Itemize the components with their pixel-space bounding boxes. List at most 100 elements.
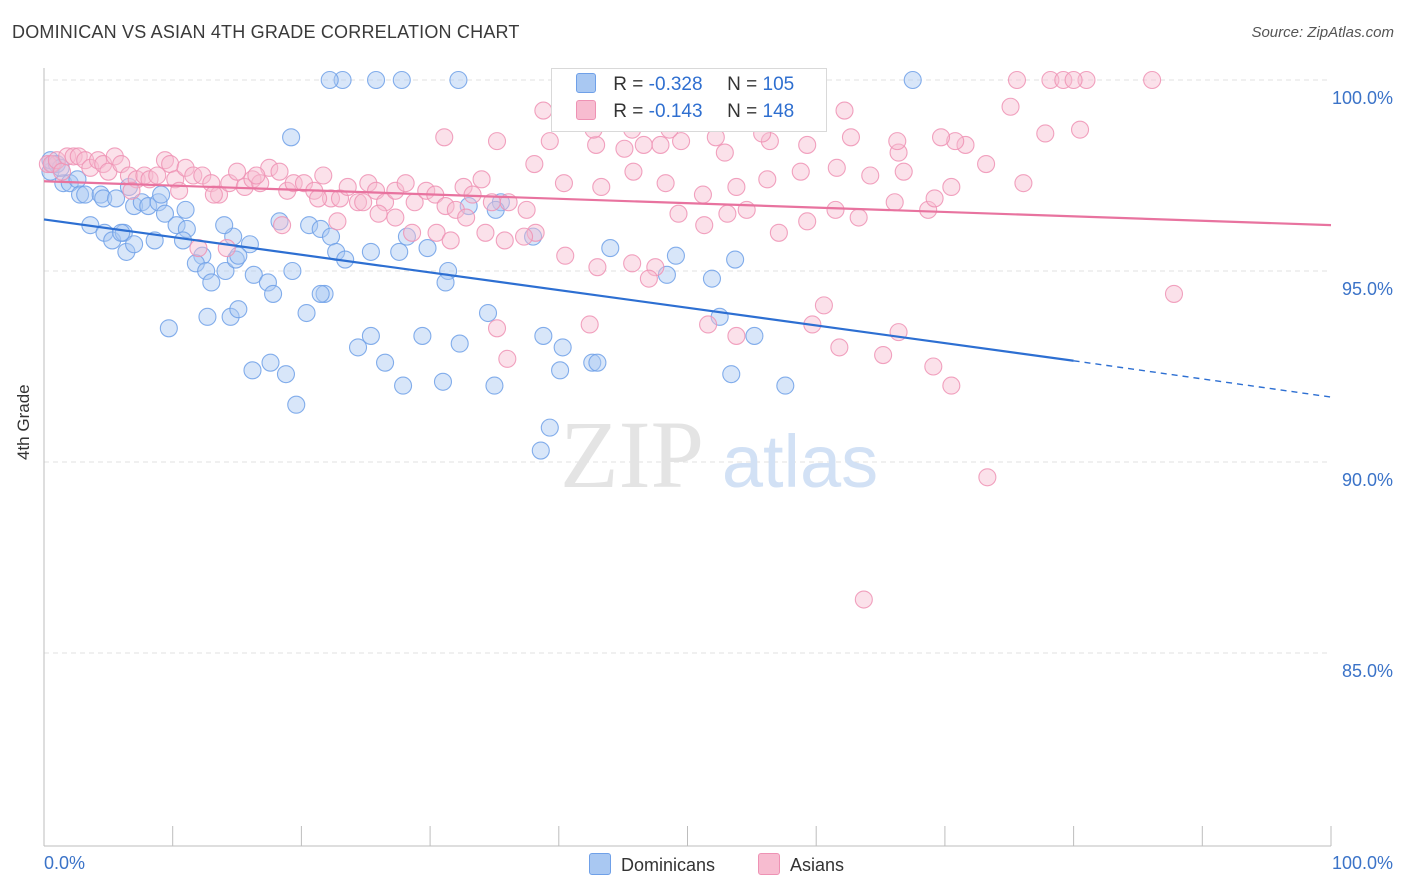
dominican-point — [264, 284, 283, 303]
asian-point — [942, 177, 961, 197]
dominican-point — [776, 376, 795, 395]
dominican-point — [551, 361, 570, 380]
dominican-point — [261, 353, 280, 372]
asian-point — [727, 177, 746, 197]
bottom-legend-label: Dominicans — [621, 855, 716, 875]
dominican-point — [390, 242, 409, 261]
asian-point — [889, 143, 908, 162]
asian-point — [826, 200, 845, 219]
asian-point — [176, 158, 195, 177]
dominican-point — [702, 269, 722, 288]
axes — [43, 68, 1332, 847]
asians-trend-line — [43, 180, 1332, 227]
dominican-point — [300, 216, 319, 235]
legend-swatch-blue — [576, 73, 596, 93]
asian-point — [209, 185, 229, 204]
asian-point — [228, 162, 247, 181]
dominican-point — [221, 307, 240, 326]
dominican-point — [315, 284, 334, 303]
dominican-point — [94, 189, 113, 208]
dominican-point — [167, 216, 186, 235]
asian-point — [495, 231, 514, 250]
dominican-point — [159, 319, 178, 338]
asian-point — [814, 296, 833, 315]
dominican-point — [244, 265, 263, 284]
asian-point — [588, 258, 607, 277]
asian-point — [924, 357, 943, 376]
dominican-point — [186, 254, 205, 273]
dominican-point — [745, 326, 764, 345]
dominican-point — [413, 326, 432, 345]
asian-point — [64, 147, 83, 166]
asian-point — [348, 193, 368, 212]
dominican-point — [361, 326, 380, 345]
chart-title: DOMINICAN VS ASIAN 4TH GRADE CORRELATION… — [12, 22, 520, 42]
asian-point — [718, 204, 737, 223]
dominican-point — [540, 418, 559, 437]
asian-point — [634, 135, 653, 154]
asian-point — [554, 174, 573, 193]
dominican-point — [173, 231, 193, 250]
asian-point — [699, 315, 718, 334]
asian-point — [894, 162, 913, 181]
asian-point — [396, 174, 415, 193]
legend-r-label: R = — [613, 74, 644, 95]
asian-point — [309, 189, 328, 208]
dominican-point — [198, 307, 217, 326]
dominican-point — [583, 353, 602, 372]
asian-point — [1001, 97, 1020, 116]
asian-point — [386, 181, 405, 200]
dominican-point — [139, 197, 158, 216]
asians-points — [38, 70, 1184, 609]
asian-point — [874, 345, 893, 365]
asian-point — [639, 269, 658, 288]
dominican-point — [297, 303, 316, 323]
dominican-point — [436, 273, 455, 292]
dominican-point — [531, 441, 550, 460]
dominican-point — [202, 273, 221, 292]
asian-point — [942, 376, 961, 395]
y-tick-label: 90.0% — [1342, 470, 1393, 490]
asian-point — [791, 162, 810, 181]
asian-point — [1077, 70, 1096, 90]
asian-point — [435, 128, 454, 147]
asian-point — [217, 239, 236, 258]
bottom-swatch-blue — [589, 853, 611, 875]
asian-point — [441, 231, 460, 250]
dominican-point — [321, 227, 341, 246]
asian-point — [556, 246, 575, 265]
asian-point — [849, 208, 868, 227]
dominican-point — [534, 326, 553, 345]
dominicans-trend-line — [43, 218, 1074, 362]
dominican-point — [229, 300, 248, 319]
dominican-point — [376, 353, 395, 372]
asian-point — [580, 315, 599, 334]
legend-r-value: -0.328 — [648, 74, 703, 95]
dominican-point — [722, 365, 741, 384]
asian-point — [498, 349, 517, 368]
dominican-point — [311, 284, 330, 303]
dominican-point — [666, 246, 685, 265]
asian-point — [122, 181, 141, 200]
dominican-point — [450, 334, 469, 353]
asian-point — [1036, 124, 1055, 143]
dominicans-points — [41, 70, 922, 460]
dominican-point — [553, 338, 572, 357]
asian-point — [587, 135, 606, 154]
dominican-point — [276, 365, 296, 384]
dominican-point — [70, 185, 90, 204]
legend-row-asians: R = -0.143 N = 148 — [576, 100, 794, 126]
bottom-legend-asians: Asians — [758, 853, 844, 876]
dominican-point — [287, 395, 306, 414]
asian-point — [294, 174, 314, 193]
asian-point — [827, 158, 846, 177]
asian-point — [526, 223, 545, 242]
asian-point — [656, 174, 675, 193]
dominican-point — [361, 242, 380, 261]
asian-point — [861, 166, 880, 185]
asian-point — [758, 170, 777, 189]
asian-point — [615, 139, 634, 158]
asian-point — [457, 208, 476, 227]
y-axis-label: 4th Grade — [14, 384, 33, 460]
x-tick-label-start: 0.0% — [44, 853, 85, 873]
